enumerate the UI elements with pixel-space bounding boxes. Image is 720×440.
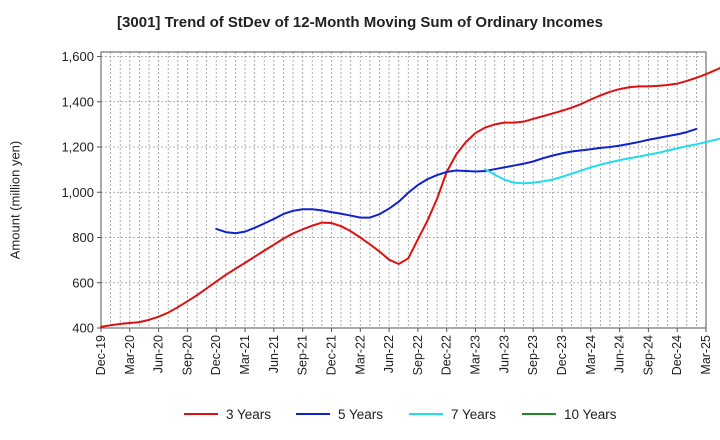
y-tick-label: 1,200 [61,140,94,155]
x-tick-label: Sep-23 [526,335,540,375]
y-tick-label: 1,600 [61,49,94,64]
plot-border [100,51,707,329]
x-tick-label: Jun-23 [497,335,511,373]
x-tick-label: Dec-24 [670,335,684,375]
x-tick-label: Dec-19 [94,335,108,375]
x-tick-label: Dec-23 [555,335,569,375]
y-tick-label: 1,400 [61,94,94,109]
x-tick-label: Dec-22 [440,335,454,375]
x-tick-label: Mar-20 [123,335,137,375]
y-tick-label: 800 [72,230,94,245]
chart-title: [3001] Trend of StDev of 12-Month Moving… [117,14,603,31]
x-tick-label: Sep-24 [641,335,655,375]
x-tick-label: Jun-22 [382,335,396,373]
x-tick-label: Jun-20 [152,335,166,373]
x-tick-label: Mar-25 [699,335,713,375]
y-tick-label: 400 [72,321,94,336]
x-tick-label: Sep-20 [180,335,194,375]
series-line-5-years [215,127,698,235]
x-tick-label: Dec-21 [324,335,338,375]
x-tick-label: Sep-21 [296,335,310,375]
plot-area [101,52,706,328]
x-tick-label: Jun-21 [267,335,281,373]
x-tick-label: Mar-23 [469,335,483,375]
x-tick-label: Sep-22 [411,335,425,375]
y-tick-label: 1,000 [61,185,94,200]
series-line-7-years [484,137,720,185]
legend-label: 10 Years [564,407,617,422]
legend-label: 3 Years [226,407,271,422]
y-tick-label: 600 [72,275,94,290]
legend-label: 7 Years [451,407,496,422]
series-line-3-years [100,66,720,328]
x-tick-label: Dec-20 [209,335,223,375]
x-tick-label: Mar-22 [353,335,367,375]
x-tick-label: Mar-21 [238,335,252,375]
x-tick-label: Mar-24 [584,335,598,375]
legend-label: 5 Years [338,407,383,422]
x-tick-label: Jun-24 [613,335,627,373]
